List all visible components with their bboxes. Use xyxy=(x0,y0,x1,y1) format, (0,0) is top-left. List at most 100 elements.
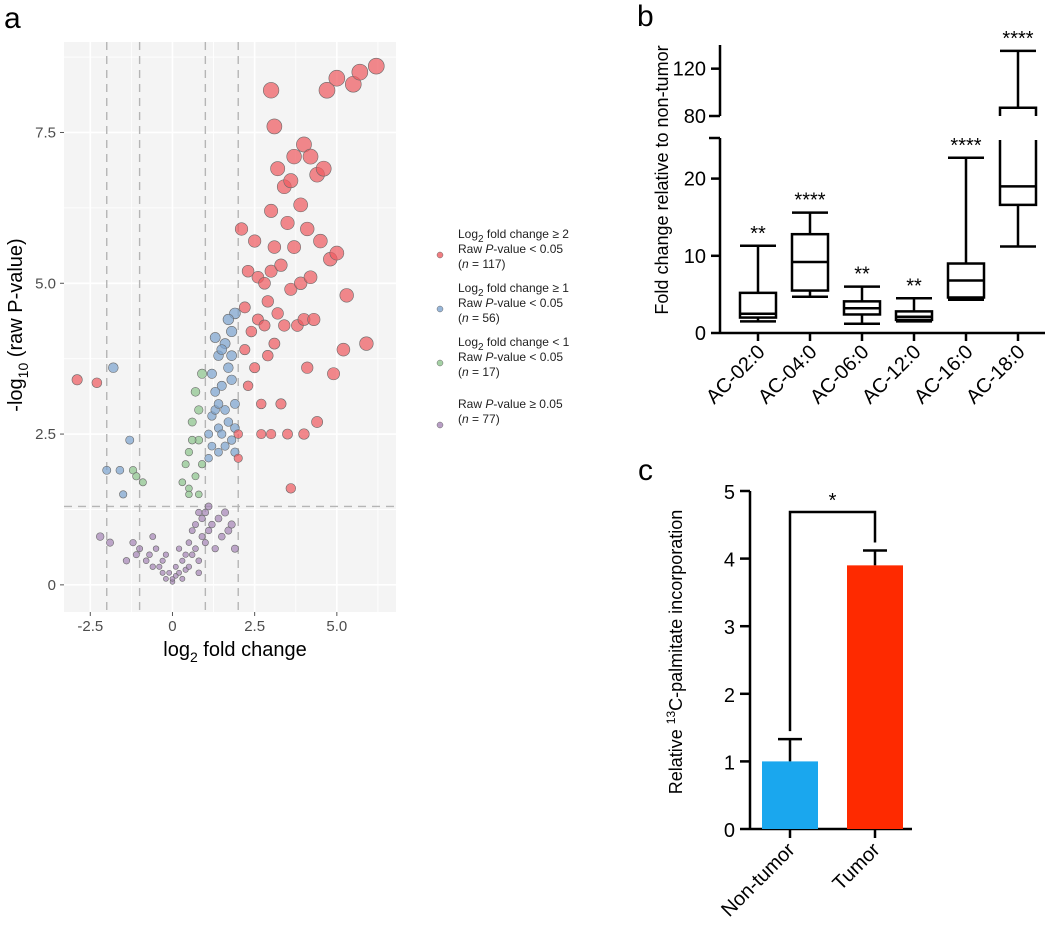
data-point xyxy=(188,527,196,534)
data-point xyxy=(132,551,140,559)
data-point xyxy=(185,539,193,546)
data-point xyxy=(233,429,243,439)
data-point xyxy=(271,307,284,320)
data-point xyxy=(241,264,255,278)
legend-label-part: ( xyxy=(458,365,462,379)
legend-label-part: Raw xyxy=(458,242,485,256)
legend-label-part: 2 xyxy=(478,288,484,299)
legend-label-part: -value < 0.05 xyxy=(493,242,563,256)
data-point xyxy=(191,472,200,481)
data-point xyxy=(149,563,156,570)
legend-label-part: Raw xyxy=(458,397,485,411)
x-tick-label: AC-18:0 xyxy=(962,341,1029,408)
data-point xyxy=(264,264,278,278)
data-point xyxy=(264,203,279,218)
data-point xyxy=(249,362,261,374)
data-point xyxy=(336,342,351,357)
x-tick-label: 2.5 xyxy=(244,618,265,635)
data-point xyxy=(359,336,374,351)
significance-label: **** xyxy=(794,190,825,212)
data-point xyxy=(195,557,203,564)
data-point xyxy=(187,435,197,445)
data-point xyxy=(327,367,340,381)
data-point xyxy=(197,460,207,469)
y-tick-label: 0 xyxy=(695,323,706,345)
data-point xyxy=(315,160,332,177)
legend-label-part: Log xyxy=(458,227,478,241)
data-point xyxy=(258,319,271,332)
data-point xyxy=(293,197,308,213)
data-point xyxy=(175,545,183,552)
data-point xyxy=(209,332,221,343)
data-point xyxy=(211,545,219,553)
bar-chart: 0 1 2 3 4 5 Non-tumor Tumor * Relative 13C-palmi… xyxy=(664,482,912,921)
box-upper-part xyxy=(998,106,1038,116)
data-point xyxy=(256,429,267,440)
legend-key xyxy=(436,305,444,313)
data-point xyxy=(233,453,243,463)
legend-label-part: = 17) xyxy=(469,365,500,379)
significance-label: **** xyxy=(950,135,981,157)
data-point xyxy=(274,258,288,272)
data-point xyxy=(146,551,153,558)
y-tick-label: 120 xyxy=(673,59,706,81)
significance-label: * xyxy=(829,490,837,512)
data-point xyxy=(224,526,233,535)
volcano-ticks: -2.5 0 2.5 5.0 0 2.5 5.0 7.5 xyxy=(35,124,347,635)
box-plot-axes xyxy=(709,45,1045,341)
data-point xyxy=(267,240,282,254)
data-point xyxy=(223,417,234,427)
legend-label-part: = 56) xyxy=(469,311,500,325)
data-point xyxy=(303,270,318,285)
data-point xyxy=(210,387,221,397)
data-point xyxy=(278,319,291,332)
legend-label: Log2 fold change < 1 xyxy=(458,335,570,353)
y-tick-label: 3 xyxy=(724,617,735,639)
data-point xyxy=(239,344,251,356)
legend-key xyxy=(436,421,444,429)
data-point xyxy=(187,417,197,427)
data-point xyxy=(313,233,328,249)
data-point xyxy=(216,380,227,391)
bar xyxy=(762,761,818,829)
legend-label-part: Log xyxy=(458,335,478,349)
box-plot-y-axis-title: Fold change relative to non-tumor xyxy=(652,45,672,314)
data-point xyxy=(298,428,310,440)
volcano-plot: -2.5 0 2.5 5.0 0 2.5 5.0 7.5 log2 fold change -… xyxy=(5,42,570,665)
data-point xyxy=(220,405,230,415)
y-tick-label: 2.5 xyxy=(35,426,56,443)
data-point xyxy=(216,344,228,355)
data-point xyxy=(132,472,141,481)
data-point xyxy=(206,368,217,379)
legend-label-part: ( xyxy=(458,257,462,271)
data-point xyxy=(190,387,201,397)
data-point xyxy=(256,398,267,410)
data-point xyxy=(195,490,203,499)
data-point xyxy=(198,514,206,523)
data-point xyxy=(285,483,296,494)
data-point xyxy=(201,539,209,547)
legend-label-part: fold change < 1 xyxy=(484,335,570,349)
data-point xyxy=(284,282,298,296)
legend-label: Raw P-value < 0.05 xyxy=(458,350,563,364)
y-tick-label: 7.5 xyxy=(35,124,56,141)
y-tick-label: 10 xyxy=(684,246,706,268)
legend-label-part: -value < 0.05 xyxy=(493,296,563,310)
data-point xyxy=(218,532,226,541)
data-point xyxy=(195,508,203,517)
data-point xyxy=(227,520,236,529)
data-point xyxy=(166,569,173,576)
data-point xyxy=(136,545,144,553)
significance-bracket xyxy=(788,510,877,732)
legend-label-part: n xyxy=(462,412,469,426)
data-point xyxy=(149,533,157,540)
data-point xyxy=(152,545,160,552)
legend-label-part: P xyxy=(485,242,493,256)
legend-label-part: ( xyxy=(458,412,462,426)
data-point xyxy=(207,441,217,451)
y-tick-label: 5.0 xyxy=(35,275,56,292)
y-tick-label: 1 xyxy=(724,752,735,774)
data-point xyxy=(242,380,254,391)
